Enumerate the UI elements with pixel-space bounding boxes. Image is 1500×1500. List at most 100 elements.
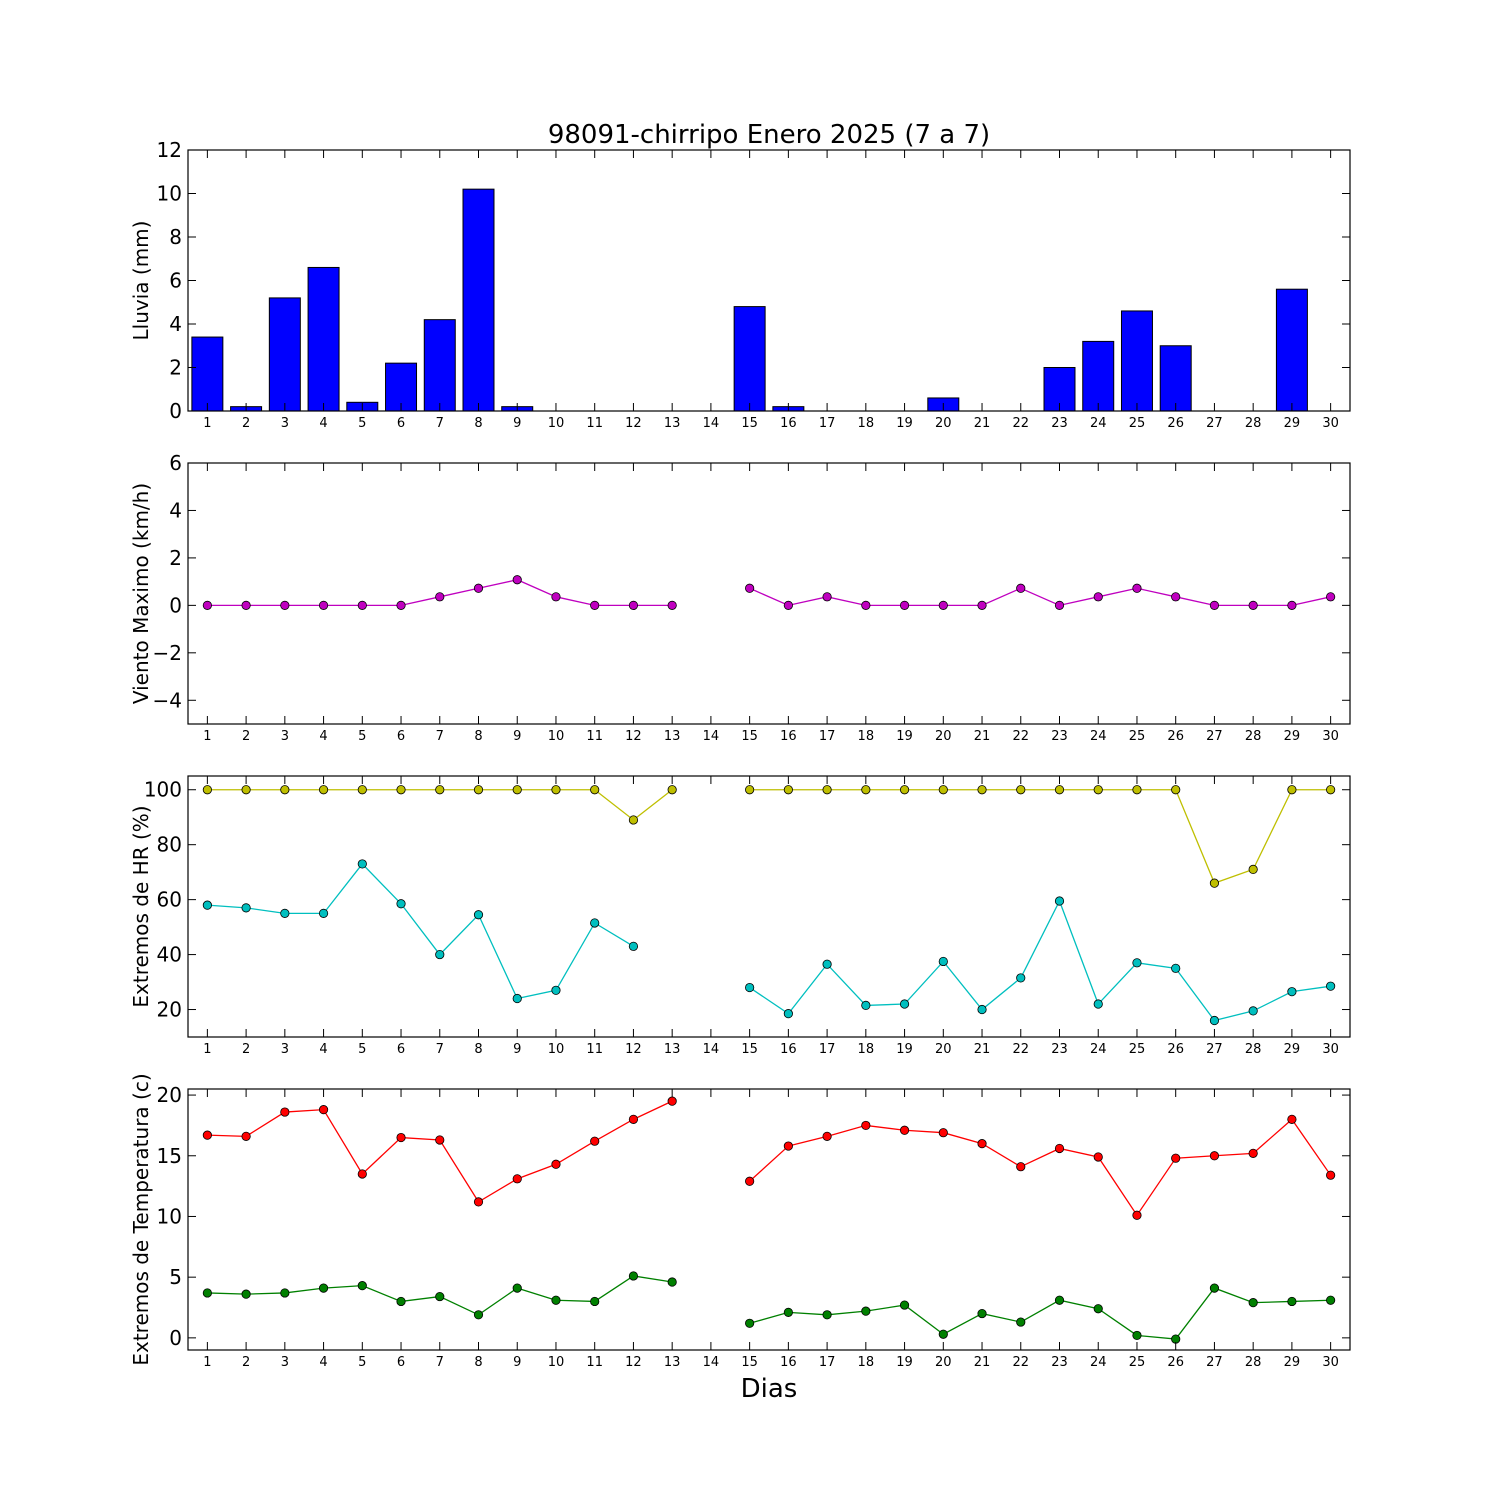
temperature-point-27	[1209, 1283, 1220, 1293]
humidity-point-1	[202, 785, 212, 795]
humidity-point-7	[435, 785, 445, 795]
rain-x-tick-label: 16	[780, 416, 797, 431]
temperature-axes-frame	[187, 1088, 1351, 1351]
humidity-point-15	[745, 982, 755, 993]
temperature-point-24	[1093, 1152, 1103, 1162]
humidity-point-18	[861, 1000, 871, 1011]
rain-x-tick-label: 13	[664, 416, 681, 431]
wind-x-tick-label: 2	[242, 729, 250, 744]
humidity-x-tick-label: 26	[1167, 1042, 1184, 1057]
temperature-point-27	[1209, 1151, 1220, 1161]
rain-bar-29	[1275, 288, 1308, 412]
wind-y-tick-label: 6	[169, 451, 182, 475]
temperature-point-19	[899, 1300, 910, 1310]
wind-x-tick-label: 14	[703, 729, 720, 744]
humidity-point-30	[1326, 785, 1336, 795]
temperature-point-10	[551, 1159, 561, 1169]
temperature-point-13	[667, 1277, 677, 1287]
humidity-point-8	[473, 910, 484, 920]
wind-x-tick-label: 24	[1090, 729, 1107, 744]
rain-y-tick-label: 10	[157, 182, 182, 206]
wind-x-tick-label: 12	[625, 729, 642, 744]
rain-x-tick-label: 21	[974, 416, 991, 431]
rain-x-tick-label: 18	[858, 416, 875, 431]
humidity-x-tick-label: 13	[664, 1042, 681, 1057]
humidity-point-2	[241, 903, 251, 913]
humidity-point-15	[745, 785, 755, 795]
humidity-x-tick-label: 25	[1129, 1042, 1146, 1057]
humidity-x-tick-label: 22	[1012, 1042, 1029, 1057]
humidity-x-tick-label: 11	[586, 1042, 603, 1057]
rain-bar-7	[423, 319, 456, 412]
humidity-point-12	[628, 941, 639, 951]
wind-point-12	[628, 600, 639, 610]
rain-x-tick-label: 20	[935, 416, 952, 431]
temperature-point-2	[241, 1131, 251, 1141]
wind-x-tick-label: 21	[974, 729, 991, 744]
wind-point-21	[977, 600, 987, 610]
temperature-series-1-line-2	[749, 1118, 1332, 1217]
wind-point-4	[318, 600, 329, 610]
temperature-point-24	[1093, 1304, 1103, 1314]
rain-x-tick-label: 1	[203, 416, 211, 431]
humidity-point-27	[1209, 1015, 1220, 1026]
wind-x-tick-label: 26	[1167, 729, 1184, 744]
humidity-x-tick-label: 19	[896, 1042, 913, 1057]
rain-y-tick-label: 4	[169, 312, 182, 336]
humidity-x-tick-label: 24	[1090, 1042, 1107, 1057]
rain-x-tick-label: 7	[436, 416, 444, 431]
humidity-point-4	[318, 785, 329, 795]
humidity-point-17	[822, 785, 832, 795]
humidity-point-22	[1016, 973, 1026, 983]
wind-point-13	[667, 600, 677, 610]
wind-x-tick-label: 27	[1206, 729, 1223, 744]
temperature-x-tick-label: 14	[703, 1355, 720, 1370]
temperature-y-axis-label: Extremos de Temperatura (c)	[129, 1073, 153, 1365]
humidity-point-30	[1326, 981, 1336, 991]
humidity-point-6	[396, 785, 406, 795]
temperature-point-1	[202, 1130, 212, 1140]
humidity-y-tick-label: 100	[144, 778, 182, 802]
humidity-x-tick-label: 6	[397, 1042, 405, 1057]
humidity-series-2	[202, 859, 1336, 1026]
humidity-point-20	[938, 956, 948, 967]
rain-x-tick-label: 9	[513, 416, 521, 431]
temperature-x-tick-label: 16	[780, 1355, 797, 1370]
temperature-point-19	[899, 1125, 910, 1135]
wind-x-tick-label: 15	[741, 729, 758, 744]
temperature-point-8	[473, 1197, 484, 1207]
temperature-x-tick-label: 25	[1129, 1355, 1146, 1370]
temperature-x-tick-label: 2	[242, 1355, 250, 1370]
wind-x-tick-label: 19	[896, 729, 913, 744]
humidity-point-28	[1248, 1006, 1258, 1016]
humidity-x-tick-label: 27	[1206, 1042, 1223, 1057]
temperature-point-12	[628, 1271, 639, 1281]
humidity-point-26	[1171, 785, 1181, 795]
wind-point-2	[241, 600, 251, 610]
temperature-point-1	[202, 1288, 212, 1298]
temperature-point-3	[280, 1288, 290, 1298]
rain-x-tick-label: 27	[1206, 416, 1223, 431]
temperature-x-tick-label: 13	[664, 1355, 681, 1370]
temperature-point-25	[1132, 1330, 1142, 1341]
rain-y-axis-label: Lluvia (mm)	[129, 221, 153, 341]
temperature-y-tick-label: 20	[157, 1083, 182, 1107]
rain-x-tick-label: 3	[281, 416, 289, 431]
wind-point-15	[745, 583, 755, 593]
humidity-x-tick-label: 4	[319, 1042, 327, 1057]
rain-x-tick-label: 26	[1167, 416, 1184, 431]
humidity-point-3	[280, 785, 290, 795]
temperature-y-tick-label: 0	[169, 1326, 182, 1350]
wind-point-28	[1248, 600, 1258, 610]
temperature-point-7	[435, 1135, 445, 1145]
wind-point-25	[1132, 583, 1142, 593]
humidity-point-22	[1016, 785, 1026, 795]
temperature-point-6	[396, 1296, 406, 1307]
rain-x-tick-label: 6	[397, 416, 405, 431]
rain-bar-4	[307, 266, 340, 412]
temperature-point-17	[822, 1131, 832, 1141]
rain-bar-3	[268, 297, 301, 412]
humidity-point-24	[1093, 999, 1103, 1009]
rain-x-tick-label: 8	[474, 416, 482, 431]
temperature-x-tick-label: 28	[1245, 1355, 1262, 1370]
